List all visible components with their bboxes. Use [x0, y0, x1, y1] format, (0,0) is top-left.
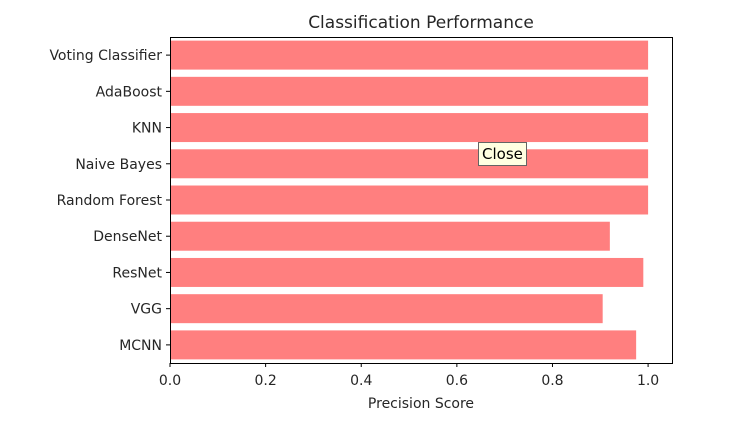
- x-tick-label: 0.2: [254, 373, 276, 389]
- bar-adaboost: [170, 76, 649, 106]
- bar-resnet: [170, 257, 644, 287]
- x-tick-label: 0.4: [350, 373, 372, 389]
- y-tick-label: VGG: [131, 302, 162, 318]
- y-tick-label: Naive Bayes: [75, 157, 162, 173]
- x-tick-label: 0.8: [541, 373, 563, 389]
- chart-title: Classification Performance: [308, 13, 534, 33]
- bar-voting-classifier: [170, 40, 649, 70]
- bars-group: [170, 40, 649, 360]
- y-tick-label: Random Forest: [57, 193, 163, 209]
- x-axis-label: Precision Score: [368, 396, 474, 412]
- bar-mcnn: [170, 330, 637, 360]
- x-tick-label: 0.6: [446, 373, 468, 389]
- x-axis: 0.0 0.2 0.4 0.6 0.8 1.0: [159, 363, 659, 389]
- y-tick-label: AdaBoost: [96, 84, 163, 100]
- bar-knn: [170, 113, 649, 143]
- plot-frame: [170, 37, 673, 364]
- close-tooltip[interactable]: Close: [478, 142, 527, 166]
- y-tick-label: DenseNet: [93, 229, 162, 245]
- y-tick-label: MCNN: [119, 338, 162, 354]
- x-tick-label: 0.0: [159, 373, 181, 389]
- y-tick-label: Voting Classifier: [49, 48, 162, 64]
- y-tick-label: KNN: [132, 121, 162, 137]
- y-axis: Voting Classifier AdaBoost KNN Naive Bayes R…: [49, 48, 170, 354]
- bar-naive-bayes: [170, 149, 649, 179]
- x-tick-label: 1.0: [637, 373, 659, 389]
- bar-vgg: [170, 294, 603, 324]
- bar-random-forest: [170, 185, 649, 215]
- bar-densenet: [170, 221, 610, 251]
- y-tick-label: ResNet: [112, 265, 162, 281]
